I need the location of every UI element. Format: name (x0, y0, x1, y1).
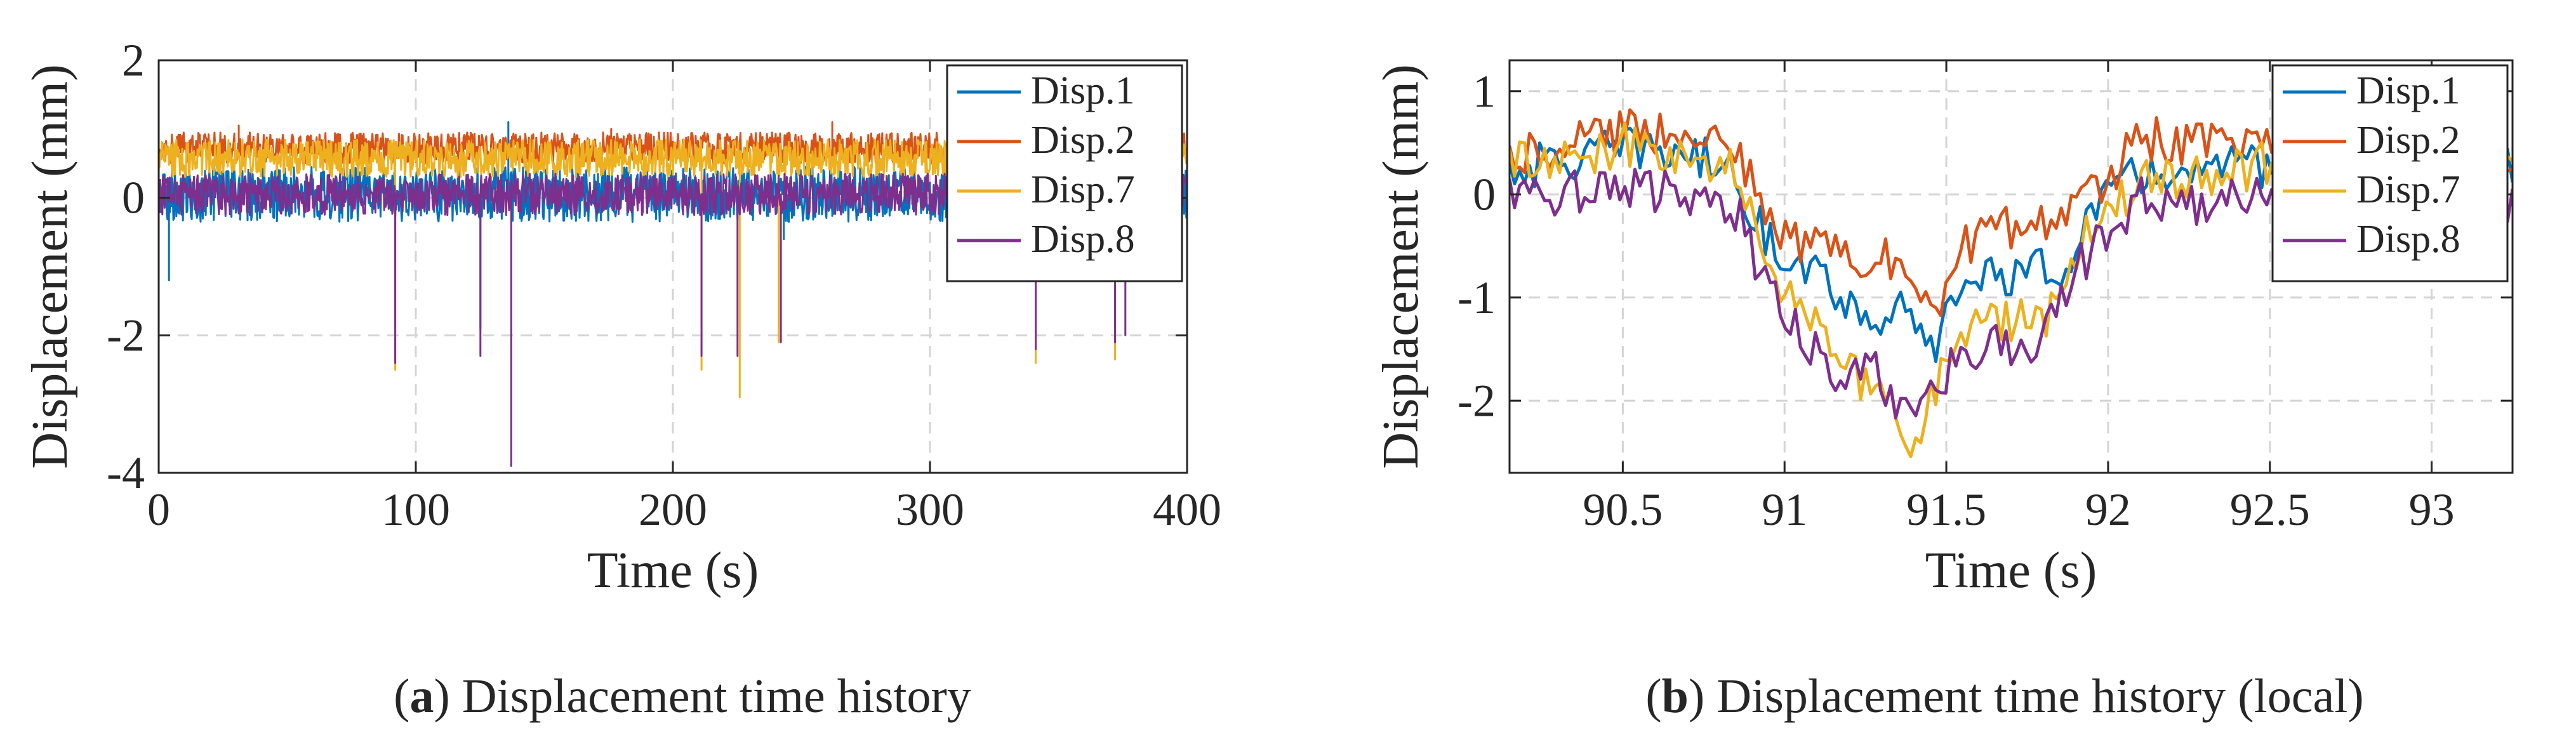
y-tick-label: 2 (122, 35, 145, 86)
caption-b-text: Displacement time history (local) (1716, 670, 2363, 723)
caption-a: (a) Displacement time history (394, 670, 971, 723)
caption-a-text: Displacement time history (462, 670, 971, 723)
legend-label: Disp.8 (1031, 218, 1135, 261)
x-axis-title: Time (s) (1925, 543, 2097, 599)
y-tick-label: 0 (122, 173, 145, 223)
x-tick-label: 200 (639, 484, 707, 535)
axes-frame (1508, 59, 2514, 474)
x-tick-label: 93 (2409, 484, 2455, 535)
legend: Disp.1 Disp.2 Disp.7 Disp.8 (2271, 64, 2509, 282)
legend-label: Disp.1 (1031, 69, 1135, 112)
legend: Disp.1 Disp.2 Disp.7 Disp.8 (946, 64, 1183, 282)
x-tick-label: 92.5 (2230, 484, 2310, 535)
y-tick-label: -1 (1457, 272, 1496, 323)
legend-label: Disp.7 (1031, 168, 1135, 211)
legend-label: Disp.8 (2356, 218, 2460, 261)
legend-box (2271, 64, 2509, 282)
y-tick-label: 0 (1473, 169, 1496, 220)
y-axis-title: Displacement (mm) (1373, 64, 1429, 469)
legend-label: Disp.2 (2356, 119, 2460, 162)
x-tick-label: 92 (2085, 484, 2131, 535)
x-tick-label: 0 (147, 484, 170, 535)
legend-label: Disp.1 (2356, 69, 2460, 112)
x-tick-label: 91 (1762, 484, 1807, 535)
x-tick-label: 100 (382, 484, 450, 535)
y-tick-label: 1 (1473, 66, 1496, 117)
legend-label: Disp.2 (1031, 119, 1135, 162)
x-tick-label: 400 (1153, 484, 1221, 535)
y-tick-label: -2 (107, 310, 145, 360)
y-tick-label: -4 (107, 447, 145, 498)
legend-label: Disp.7 (2356, 168, 2460, 211)
caption-b: (b) Displacement time history (local) (1645, 670, 2363, 723)
x-tick-label: 300 (896, 484, 964, 535)
chart-panel-b: 90.5 91 91.5 92 92.5 93 -2 -1 0 1 Time (s) Displace… (1373, 59, 2514, 599)
legend-box (946, 64, 1183, 282)
chart-panel-a: 0 100 200 300 400 -4 -2 0 2 Time (s) Displacement … (22, 35, 1221, 599)
caption-b-letter: b (1662, 670, 1689, 723)
x-tick-label: 90.5 (1583, 484, 1663, 535)
y-axis-title: Displacement (mm) (22, 64, 78, 469)
y-tick-label: -2 (1457, 375, 1496, 426)
x-tick-label: 91.5 (1906, 484, 1986, 535)
caption-a-letter: a (409, 670, 434, 723)
x-axis-title: Time (s) (587, 543, 759, 599)
